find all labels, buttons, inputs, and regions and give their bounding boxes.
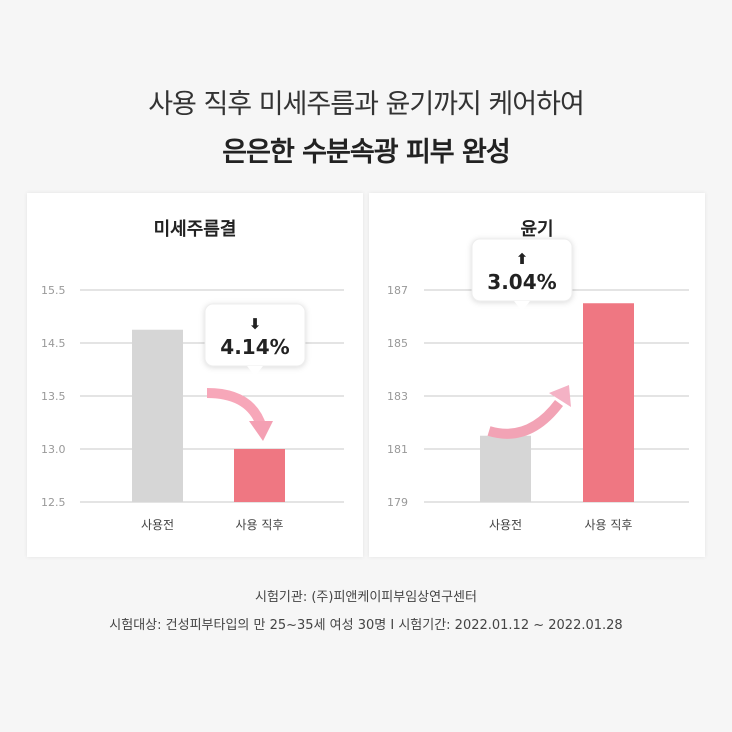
chart-card-wrinkle: 미세주름결 15.5 14.5 13.5 13.0 12.5 사용전 사용 직후 ⬇ 4.14% — [27, 193, 363, 557]
x-tick-label: 사용전 — [489, 518, 522, 532]
y-tick-label: 13.5 — [41, 390, 66, 403]
bar-before — [480, 435, 531, 502]
glow-chart: 187 185 183 181 179 사용전 사용 직후 ⬆ 3.04% — [387, 238, 689, 532]
callout-pointer — [514, 301, 530, 311]
change-percent: 4.14% — [220, 335, 289, 359]
x-tick-label: 사용전 — [141, 518, 174, 532]
y-tick-label: 181 — [387, 443, 408, 456]
callout-pointer — [247, 366, 263, 376]
chart-title: 미세주름결 — [153, 219, 237, 240]
y-tick-label: 179 — [387, 496, 408, 509]
y-tick-label: 15.5 — [41, 284, 66, 297]
y-tick-label: 12.5 — [41, 496, 66, 509]
y-tick-label: 14.5 — [41, 337, 66, 350]
x-tick-label: 사용 직후 — [236, 518, 284, 532]
y-tick-label: 185 — [387, 337, 408, 350]
x-tick-label: 사용 직후 — [585, 518, 633, 532]
curved-arrow-icon — [487, 399, 563, 439]
wrinkle-chart: 15.5 14.5 13.5 13.0 12.5 사용전 사용 직후 ⬇ 4.14% — [41, 284, 344, 532]
bar-after — [234, 449, 285, 502]
curved-arrow-head-icon — [549, 385, 571, 407]
change-percent: 3.04% — [487, 270, 556, 294]
chart-card-glow: 윤기 187 185 183 181 179 사용전 사용 직후 ⬆ 3.04% — [369, 193, 705, 557]
footer-subjects: 시험대상: 건성피부타입의 만 25~35세 여성 30명 I 시험기간: 20… — [109, 618, 623, 633]
arrow-down-icon: ⬇ — [249, 315, 262, 333]
arrow-up-icon: ⬆ — [516, 250, 529, 268]
headline: 사용 직후 미세주름과 윤기까지 케어하여 — [148, 89, 585, 120]
y-tick-label: 187 — [387, 284, 408, 297]
bar-after — [583, 303, 634, 502]
footer-institution: 시험기관: (주)피앤케이피부임상연구센터 — [255, 590, 477, 605]
bar-before — [132, 329, 183, 502]
chart-title: 윤기 — [520, 219, 554, 240]
y-tick-label: 183 — [387, 390, 408, 403]
y-tick-label: 13.0 — [41, 443, 66, 456]
curved-arrow-head-icon — [249, 421, 273, 441]
subheadline: 은은한 수분속광 피부 완성 — [222, 137, 510, 168]
